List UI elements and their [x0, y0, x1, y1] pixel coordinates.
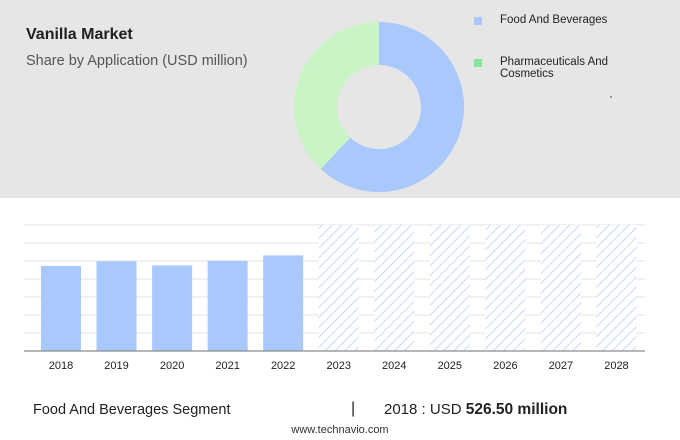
bar-2028-forecast [596, 225, 637, 351]
bar-2020 [152, 265, 193, 351]
x-tick-label-2018: 2018 [49, 360, 73, 372]
x-tick-label-2020: 2020 [160, 360, 184, 372]
chart-title: Vanilla Market [26, 26, 133, 43]
x-tick-label-2024: 2024 [382, 360, 406, 372]
x-tick-label-2019: 2019 [104, 360, 128, 372]
bar-2018 [41, 265, 81, 351]
x-tick-label-2026: 2026 [493, 360, 517, 372]
bar-2022 [263, 255, 304, 351]
segment-value-amount: 526.50 million [465, 401, 568, 418]
footer-divider: | [351, 400, 356, 417]
segment-year-label: 2018 : USD [384, 401, 466, 418]
x-tick-label-2023: 2023 [326, 360, 350, 372]
bar-2026-forecast [485, 225, 526, 351]
x-tick-label-2025: 2025 [438, 360, 462, 372]
chart-subtitle: Share by Application (USD million) [26, 53, 248, 69]
bar-2025-forecast [429, 225, 470, 351]
x-tick-label-2028: 2028 [604, 360, 628, 372]
x-tick-label-2027: 2027 [549, 360, 573, 372]
footer-row: Food And Beverages Segment | 2018 : USD … [0, 398, 680, 424]
x-tick-label-2021: 2021 [215, 360, 239, 372]
segment-label: Food And Beverages Segment [33, 402, 231, 418]
bar-2023-forecast [318, 225, 359, 351]
legend-item-food-and-beverages: Food And Beverages [474, 14, 660, 26]
legend-swatch-pharmaceuticals-and-cosmetics [474, 59, 482, 67]
legend-label-food-and-beverages: Food And Beverages [500, 14, 608, 26]
legend-swatch-food-and-beverages [474, 17, 482, 25]
segment-value: 2018 : USD 526.50 million [384, 401, 567, 419]
bar-2024-forecast [374, 225, 415, 351]
summary-panel: Vanilla Market Share by Application (USD… [0, 0, 680, 198]
legend-decoration-dot [610, 96, 612, 98]
bar-2021 [207, 260, 248, 351]
bar-chart: 2018 2019 2020 2021 2022 2023 2024 2025 2026 2027… [24, 224, 645, 372]
donut-chart [294, 22, 464, 192]
donut-slice-food-and-beverages [320, 22, 464, 192]
donut-slice-pharmaceuticals-and-cosmetics [294, 22, 379, 169]
bar-2019 [96, 261, 137, 351]
source-link[interactable]: www.technavio.com [291, 424, 389, 436]
legend-item-pharmaceuticals-and-cosmetics: Pharmaceuticals And Cosmetics [474, 56, 660, 80]
bar-2027-forecast [540, 225, 581, 351]
x-tick-label-2022: 2022 [271, 360, 295, 372]
legend-label-pharmaceuticals-and-cosmetics: Pharmaceuticals And Cosmetics [500, 56, 609, 80]
